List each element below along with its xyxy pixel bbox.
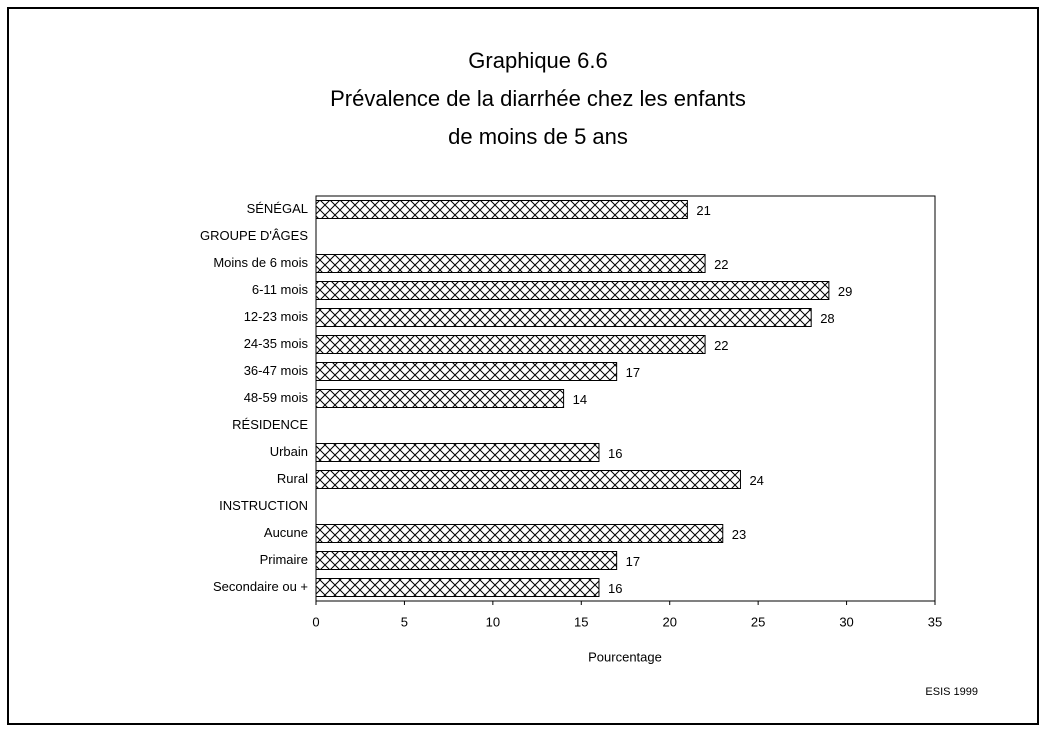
y-tick-label: 48-59 mois bbox=[244, 390, 309, 405]
y-tick-label: INSTRUCTION bbox=[219, 498, 308, 513]
bar bbox=[315, 335, 706, 354]
bar bbox=[315, 200, 688, 219]
x-tick-label: 0 bbox=[312, 614, 319, 629]
y-tick-label: Aucune bbox=[264, 525, 308, 540]
value-label: 22 bbox=[714, 338, 728, 353]
bar bbox=[315, 524, 724, 543]
y-tick-label: 24-35 mois bbox=[244, 336, 309, 351]
bar bbox=[315, 389, 565, 408]
value-label: 14 bbox=[573, 392, 587, 407]
chart-title: de moins de 5 ans bbox=[448, 124, 628, 149]
bar bbox=[315, 551, 618, 570]
value-label: 16 bbox=[608, 581, 622, 596]
bar bbox=[315, 578, 600, 597]
y-tick-label: Rural bbox=[277, 471, 308, 486]
value-label: 28 bbox=[820, 311, 834, 326]
value-label: 24 bbox=[749, 473, 763, 488]
bar bbox=[315, 470, 741, 489]
chart-title: Prévalence de la diarrhée chez les enfan… bbox=[330, 86, 746, 111]
y-tick-label: 12-23 mois bbox=[244, 309, 309, 324]
value-label: 23 bbox=[732, 527, 746, 542]
source: ESIS 1999 bbox=[925, 686, 978, 698]
x-tick-label: 5 bbox=[401, 614, 408, 629]
x-tick-label: 20 bbox=[662, 614, 676, 629]
x-tick-label: 30 bbox=[839, 614, 853, 629]
y-tick-label: Urbain bbox=[270, 444, 308, 459]
bar bbox=[315, 281, 830, 300]
value-label: 16 bbox=[608, 446, 622, 461]
y-tick-label: 6-11 mois bbox=[252, 282, 309, 297]
value-label: 17 bbox=[626, 554, 640, 569]
y-tick-label: GROUPE D'ÂGES bbox=[200, 228, 308, 243]
value-label: 22 bbox=[714, 257, 728, 272]
bar bbox=[315, 443, 600, 462]
bar bbox=[315, 254, 706, 273]
x-tick-label: 25 bbox=[751, 614, 765, 629]
y-tick-label: Primaire bbox=[260, 552, 308, 567]
x-tick-label: 35 bbox=[928, 614, 942, 629]
y-tick-label: Moins de 6 mois bbox=[213, 255, 308, 270]
y-tick-label: RÉSIDENCE bbox=[232, 417, 308, 432]
frame bbox=[7, 7, 1039, 725]
y-tick-label: 36-47 mois bbox=[244, 363, 309, 378]
y-tick-label: Secondaire ou + bbox=[213, 579, 308, 594]
bar bbox=[315, 308, 812, 327]
y-tick-label: SÉNÉGAL bbox=[247, 201, 308, 216]
x-axis-label: Pourcentage bbox=[588, 649, 662, 664]
chart-title: Graphique 6.6 bbox=[468, 48, 607, 73]
value-label: 17 bbox=[626, 365, 640, 380]
value-label: 29 bbox=[838, 284, 852, 299]
x-tick-label: 10 bbox=[486, 614, 500, 629]
bar bbox=[315, 362, 618, 381]
x-tick-label: 15 bbox=[574, 614, 588, 629]
value-label: 21 bbox=[696, 203, 710, 218]
